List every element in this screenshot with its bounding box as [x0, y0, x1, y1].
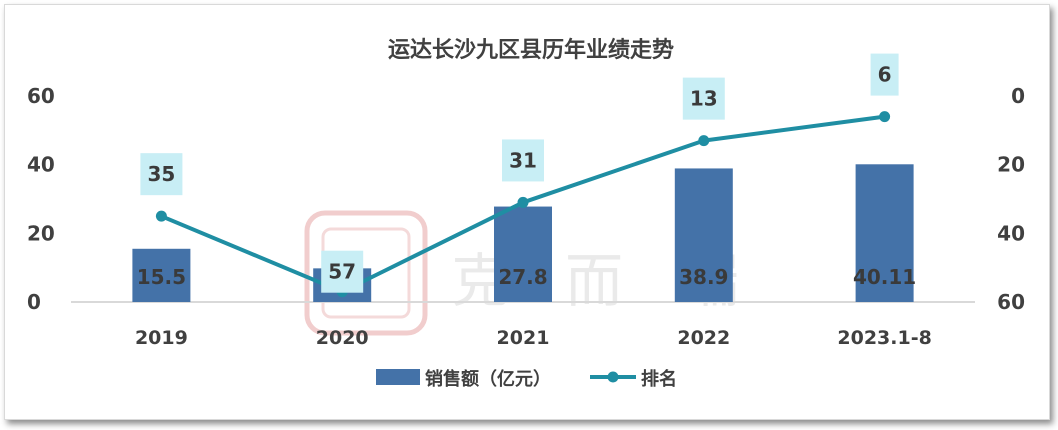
rank-label-bg-2023.1-8 [870, 53, 899, 96]
y-left-tick-20: 20 [27, 221, 55, 245]
y-left-tick-60: 60 [27, 84, 55, 108]
rank-label-bg-2021 [502, 139, 544, 182]
bar-label-2023.1-8: 40.11 [853, 265, 916, 289]
y-right-tick-40: 40 [997, 221, 1025, 245]
rank-point-2022 [698, 135, 710, 147]
y-left-axis: 0 20 40 60 [27, 84, 55, 314]
watermark-seal [304, 210, 428, 336]
legend-line-label: 排名 [641, 368, 677, 390]
legend-bar-swatch [376, 369, 420, 385]
bar-2022 [674, 168, 733, 302]
bar-2019 [132, 248, 191, 302]
rank-label-2021: 31 [509, 148, 537, 172]
y-right-tick-20: 20 [997, 153, 1025, 177]
category-label-2023.1-8: 2023.1-8 [837, 327, 931, 349]
legend-bar-label: 销售额（亿元） [425, 368, 551, 390]
bar-label-2021: 27.8 [498, 265, 547, 289]
bar-labels: 15.5 27.8 38.9 40.11 [137, 265, 917, 289]
rank-point-2021 [517, 196, 529, 208]
y-left-tick-40: 40 [27, 153, 55, 177]
category-label-2022: 2022 [677, 327, 730, 349]
bar-2023.1-8 [855, 164, 914, 302]
chart-title: 运达长沙九区县历年业绩走势 [388, 37, 674, 63]
rank-point-2019 [155, 210, 167, 222]
legend-line-marker [607, 371, 619, 383]
rank-labels: 35 57 31 13 6 [140, 53, 899, 293]
y-right-tick-0: 0 [1011, 84, 1025, 108]
bar-2021 [494, 206, 552, 302]
rank-point-2023.1-8 [879, 111, 891, 123]
y-right-tick-60: 60 [997, 290, 1025, 314]
bar-label-2019: 15.5 [137, 265, 186, 289]
y-right-axis: 0 20 40 60 [997, 84, 1025, 314]
rank-label-bg-2020 [321, 250, 364, 293]
watermark-char-2: 而 [565, 247, 623, 315]
rank-label-2023.1-8: 6 [878, 63, 892, 87]
rank-label-2022: 13 [690, 87, 718, 111]
y-left-tick-0: 0 [27, 290, 41, 314]
category-label-2021: 2021 [497, 327, 550, 349]
legend: 销售额（亿元） 排名 [376, 368, 677, 390]
x-axis-categories: 2019 2020 2021 2022 2023.1-8 [135, 327, 932, 349]
rank-label-2020: 57 [328, 260, 356, 284]
category-label-2020: 2020 [316, 327, 369, 349]
rank-label-bg-2022 [682, 77, 725, 120]
rank-label-bg-2019 [140, 153, 183, 196]
rank-label-2019: 35 [147, 162, 175, 186]
bar-label-2022: 38.9 [679, 265, 728, 289]
category-label-2019: 2019 [135, 327, 188, 349]
